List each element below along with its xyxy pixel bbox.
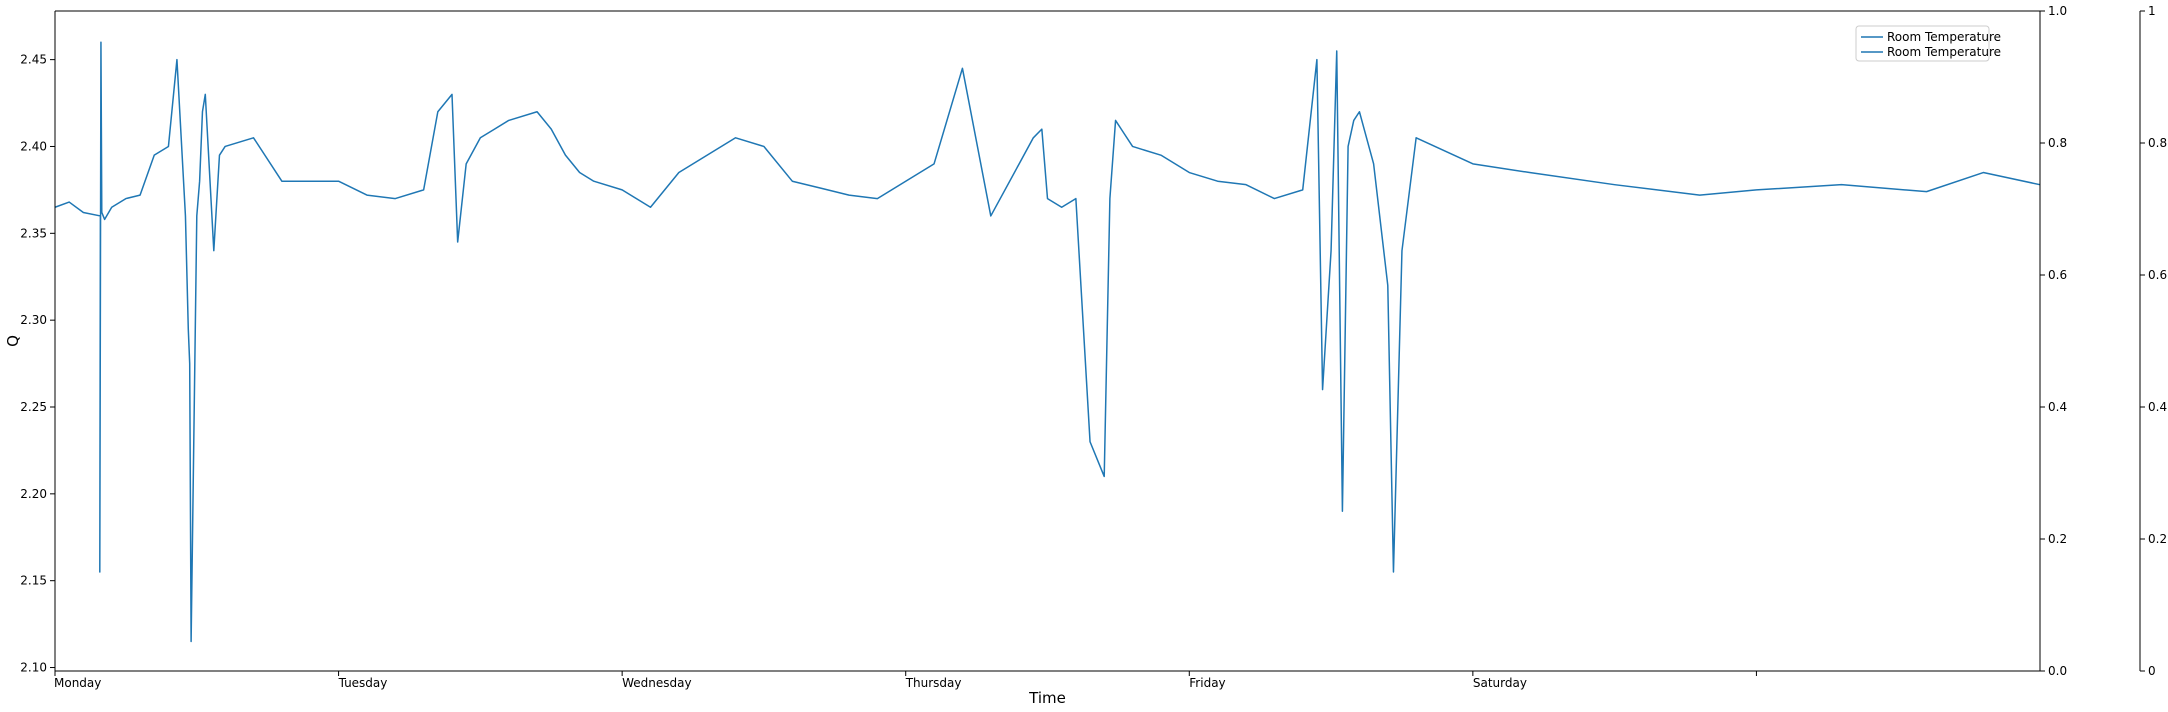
x-tick-label-1: Tuesday <box>338 676 388 690</box>
legend-label-0: Room Temperature <box>1887 30 2001 44</box>
y-tick-label-0: 2.10 <box>20 661 47 675</box>
right2-tick-label-5: 1 <box>2148 4 2156 18</box>
right-tick-label-0: 0.0 <box>2048 664 2067 678</box>
y-tick-label-6: 2.40 <box>20 139 47 153</box>
plot-area <box>55 11 2040 671</box>
right-tick-label-4: 0.8 <box>2048 136 2067 150</box>
axes-layer: 2.10 2.15 2.20 2.25 2.30 2.35 2.40 2.45 0.0 0.2 0.… <box>4 4 2167 707</box>
x-tick-label-0: Monday <box>54 676 101 690</box>
x-tick-label-2: Wednesday <box>622 676 691 690</box>
right2-tick-label-1: 0.2 <box>2148 532 2167 546</box>
y-tick-label-7: 2.45 <box>20 53 47 67</box>
legend-box <box>1855 25 1990 62</box>
right-tick-label-1: 0.2 <box>2048 532 2067 546</box>
series-layer <box>54 41 2041 643</box>
x-tick-label-4: Friday <box>1189 676 1225 690</box>
right-tick-label-2: 0.4 <box>2048 400 2067 414</box>
x-tick-label-5: Saturday <box>1473 676 1527 690</box>
y-tick-label-3: 2.25 <box>20 400 47 414</box>
x-axis-label: Time <box>1028 689 1066 707</box>
plot-background <box>55 11 2040 671</box>
y-tick-label-2: 2.20 <box>20 487 47 501</box>
right2-tick-label-3: 0.6 <box>2148 268 2167 282</box>
right2-tick-label-4: 0.8 <box>2148 136 2167 150</box>
y-tick-label-4: 2.30 <box>20 313 47 327</box>
right-tick-label-3: 0.6 <box>2048 268 2067 282</box>
right2-tick-label-0: 0 <box>2148 664 2156 678</box>
series-line-0 <box>54 41 2041 643</box>
legend-label-1: Room Temperature <box>1887 45 2001 59</box>
y-tick-label-1: 2.15 <box>20 574 47 588</box>
right-tick-label-5: 1.0 <box>2048 4 2067 18</box>
right2-tick-label-2: 0.4 <box>2148 400 2167 414</box>
y-tick-label-5: 2.35 <box>20 226 47 240</box>
y-axis-label: Q <box>4 335 22 347</box>
x-tick-label-3: Thursday <box>905 676 962 690</box>
